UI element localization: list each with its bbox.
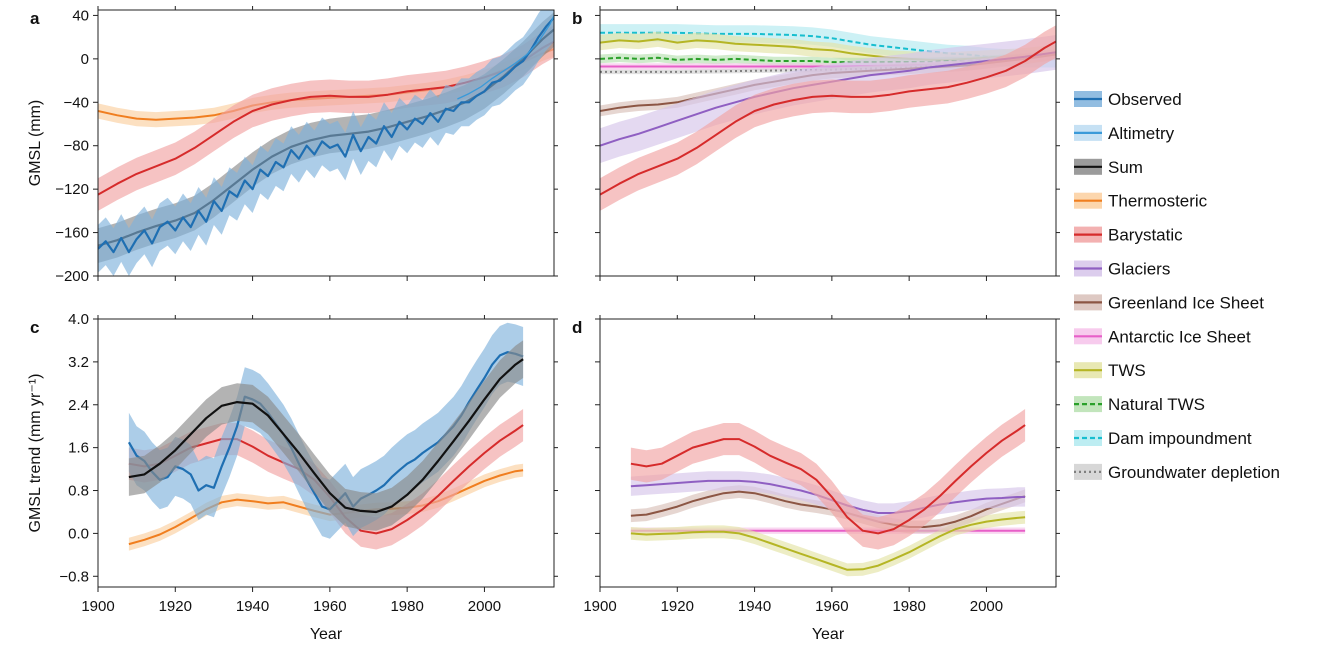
legend-item-sum: Sum: [1074, 158, 1143, 177]
legend-label: Barystatic: [1108, 226, 1183, 245]
panel-letter-c: c: [30, 318, 39, 337]
altimetry-line: [457, 15, 554, 100]
barystatic-line: [630, 424, 1026, 535]
barystatic-uncertainty-band: [630, 409, 1026, 550]
x-tick-label: 1960: [313, 598, 346, 615]
panel-frame: [97, 9, 555, 277]
legend-swatch-band: [1074, 396, 1102, 413]
legend-label: Dam impoundment: [1108, 429, 1252, 448]
panels: a −200 −160 −120 −80 −40 0 40 GMSL (mm) b c 1900 192…: [27, 6, 1060, 643]
x-tick-label: 1920: [661, 598, 694, 615]
legend-label: Thermosteric: [1108, 192, 1208, 211]
x-tick-label: 1900: [583, 598, 616, 615]
plot-area: [98, 10, 554, 276]
legend-item-greenland: Greenland Ice Sheet: [1074, 293, 1264, 312]
y-tick-label: −160: [55, 225, 89, 242]
legend-swatch-band: [1074, 430, 1102, 446]
y-tick-label: −40: [64, 94, 89, 111]
x-tick-label: 1920: [159, 598, 192, 615]
plot-area: [600, 24, 1056, 211]
barystatic-line: [600, 40, 1056, 196]
y-axis-title: GMSL (mm): [27, 100, 44, 187]
legend-label: Observed: [1108, 90, 1182, 109]
legend-label: Groundwater depletion: [1108, 463, 1280, 482]
x-tick-label: 1940: [738, 598, 771, 615]
tws-uncertainty-band: [630, 510, 1026, 577]
legend-item-groundwater: Groundwater depletion: [1074, 463, 1280, 482]
legend-item-observed: Observed: [1074, 90, 1182, 109]
panel-c: c 1900 1920 1940 1960 1980 2000 −0.8 0.0 0.8 1.6 2.…: [27, 311, 558, 643]
legend-label: Sum: [1108, 158, 1143, 177]
y-tick-label: 40: [72, 7, 89, 24]
panel-d: d 1900 1920 1940 1960 1980 2000 Year: [572, 315, 1060, 643]
y-tick-label: −120: [55, 181, 89, 198]
legend-item-natural_tws: Natural TWS: [1074, 395, 1205, 414]
x-tick-label: 1980: [892, 598, 925, 615]
legend-item-altimetry: Altimetry: [1074, 124, 1175, 143]
barystatic-uncertainty-band: [98, 25, 554, 211]
x-tick-label: 1980: [390, 598, 423, 615]
panel-b: b: [572, 6, 1060, 281]
legend-label: Greenland Ice Sheet: [1108, 293, 1264, 312]
legend-label: Glaciers: [1108, 260, 1170, 279]
legend-item-dam: Dam impoundment: [1074, 429, 1252, 448]
panel-a: a −200 −160 −120 −80 −40 0 40 GMSL (mm): [27, 6, 558, 285]
x-tick-label: 1960: [815, 598, 848, 615]
plot-area: [127, 322, 524, 551]
panel-frame: [97, 318, 555, 588]
y-tick-label: 4.0: [68, 311, 89, 328]
sum-uncertainty-band: [128, 340, 524, 531]
tws-line: [630, 516, 1026, 571]
legend-item-thermosteric: Thermosteric: [1074, 192, 1208, 211]
barystatic-uncertainty-band: [600, 25, 1056, 211]
panel-letter-b: b: [572, 9, 582, 28]
observed-line: [98, 16, 554, 254]
plot-area: [630, 409, 1026, 577]
y-tick-label: 3.2: [68, 354, 89, 371]
legend-label: Natural TWS: [1108, 395, 1205, 414]
panel-letter-a: a: [30, 9, 40, 28]
panel-frame: [599, 318, 1057, 588]
legend: Observed Altimetry Sum Thermosteric Barystat…: [1074, 90, 1280, 482]
y-tick-label: 0: [81, 51, 89, 68]
legend-label: Antarctic Ice Sheet: [1108, 327, 1251, 346]
y-tick-label: −0.8: [59, 568, 89, 585]
y-tick-label: −200: [55, 268, 89, 285]
panel-frame: [599, 9, 1057, 277]
legend-item-tws: TWS: [1074, 361, 1146, 380]
x-tick-label: 2000: [970, 598, 1003, 615]
x-tick-label: 2000: [468, 598, 501, 615]
x-axis-title: Year: [812, 626, 845, 643]
y-tick-label: 0.8: [68, 483, 89, 500]
legend-item-antarctic: Antarctic Ice Sheet: [1074, 327, 1251, 346]
y-tick-label: 2.4: [68, 397, 89, 414]
x-tick-label: 1900: [81, 598, 114, 615]
y-tick-label: 0.0: [68, 525, 89, 542]
legend-label: TWS: [1108, 361, 1146, 380]
x-tick-label: 1940: [236, 598, 269, 615]
sum-line: [128, 358, 524, 514]
legend-swatch-band: [1074, 463, 1102, 480]
x-axis-title: Year: [310, 626, 343, 643]
y-tick-label: −80: [64, 138, 89, 155]
observed-uncertainty-band: [98, 10, 554, 276]
y-tick-label: 1.6: [68, 440, 89, 457]
legend-item-barystatic: Barystatic: [1074, 226, 1183, 245]
legend-label: Altimetry: [1108, 124, 1175, 143]
legend-item-glaciers: Glaciers: [1074, 260, 1170, 279]
y-axis-title: GMSL trend (mm yr⁻¹): [27, 374, 44, 533]
panel-letter-d: d: [572, 318, 582, 337]
